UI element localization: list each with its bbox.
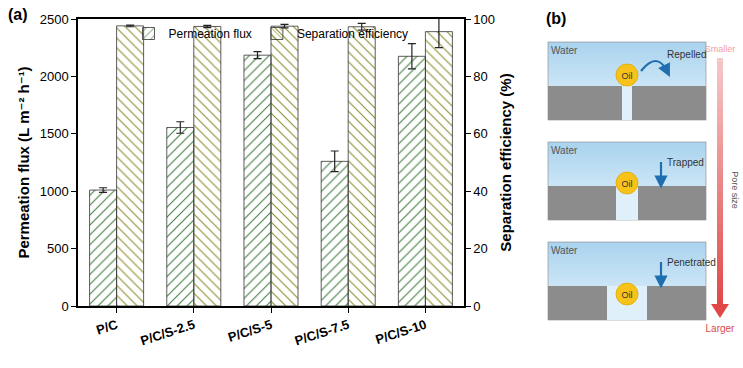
svg-text:P/C/S-10: P/C/S-10 xyxy=(374,317,429,348)
svg-text:(a): (a) xyxy=(8,6,28,23)
svg-text:Water: Water xyxy=(551,145,578,156)
svg-text:Water: Water xyxy=(551,45,578,56)
svg-text:Penetrated: Penetrated xyxy=(667,257,716,268)
svg-text:Trapped: Trapped xyxy=(667,157,704,168)
svg-text:500: 500 xyxy=(47,241,69,256)
svg-text:Repelled: Repelled xyxy=(667,49,706,60)
svg-text:Permeation flux (L m⁻² h⁻¹): Permeation flux (L m⁻² h⁻¹) xyxy=(15,66,32,258)
svg-text:80: 80 xyxy=(473,69,487,84)
svg-text:Permeation flux: Permeation flux xyxy=(169,27,252,41)
svg-text:Separation efficiency: Separation efficiency xyxy=(297,27,408,41)
svg-text:Oil: Oil xyxy=(622,71,633,81)
svg-text:Oil: Oil xyxy=(622,290,633,300)
svg-text:40: 40 xyxy=(473,184,487,199)
svg-text:0: 0 xyxy=(61,299,68,314)
svg-text:Oil: Oil xyxy=(622,179,633,189)
svg-text:60: 60 xyxy=(473,126,487,141)
svg-text:Pore size: Pore size xyxy=(730,171,740,209)
svg-text:P/C/S-2.5: P/C/S-2.5 xyxy=(138,317,196,349)
svg-text:2500: 2500 xyxy=(40,12,69,27)
svg-text:P/C: P/C xyxy=(94,316,120,337)
svg-text:1000: 1000 xyxy=(40,184,69,199)
svg-text:1500: 1500 xyxy=(40,126,69,141)
svg-text:(b): (b) xyxy=(546,10,566,27)
svg-text:0: 0 xyxy=(473,299,480,314)
svg-text:Separation efficiency (%): Separation efficiency (%) xyxy=(497,73,514,251)
svg-text:Larger: Larger xyxy=(706,323,736,334)
svg-text:100: 100 xyxy=(473,12,495,27)
svg-text:P/C/S-5: P/C/S-5 xyxy=(226,317,274,345)
svg-text:Water: Water xyxy=(551,245,578,256)
svg-text:20: 20 xyxy=(473,241,487,256)
svg-text:P/C/S-7.5: P/C/S-7.5 xyxy=(293,317,351,349)
svg-text:Smaller: Smaller xyxy=(705,44,736,54)
svg-text:2000: 2000 xyxy=(40,69,69,84)
